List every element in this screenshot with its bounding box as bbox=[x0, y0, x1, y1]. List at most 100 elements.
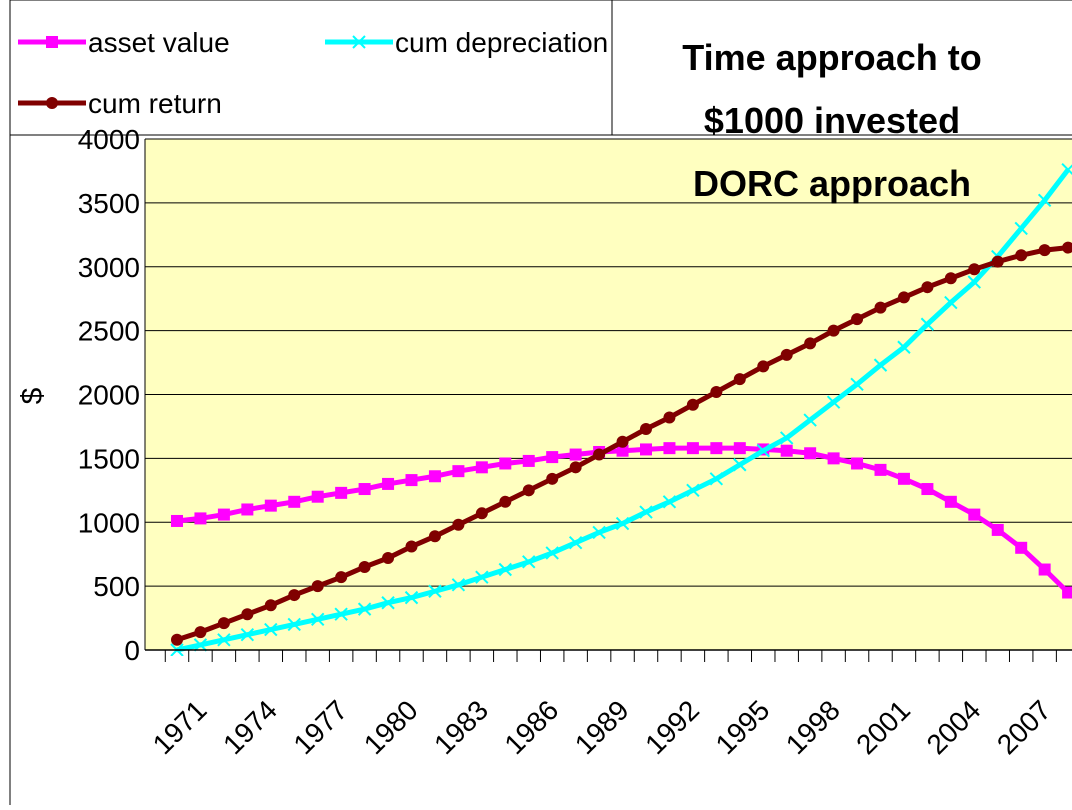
marker bbox=[803, 413, 817, 427]
marker bbox=[217, 617, 230, 630]
marker bbox=[335, 571, 348, 584]
x-tick-label: 1983 bbox=[428, 694, 494, 760]
marker bbox=[522, 484, 535, 497]
marker bbox=[405, 474, 418, 487]
marker bbox=[568, 535, 583, 550]
marker bbox=[710, 385, 723, 398]
marker bbox=[968, 508, 981, 521]
legend-label: asset value bbox=[88, 27, 230, 58]
marker bbox=[686, 398, 699, 411]
marker bbox=[46, 97, 58, 109]
marker bbox=[921, 281, 934, 294]
marker bbox=[733, 373, 746, 386]
marker bbox=[1038, 244, 1051, 257]
marker bbox=[944, 272, 957, 285]
marker bbox=[663, 411, 676, 424]
marker bbox=[546, 472, 559, 485]
x-tick-label: 1980 bbox=[358, 694, 424, 760]
marker bbox=[826, 395, 841, 409]
marker bbox=[710, 442, 723, 455]
y-tick-label: 4000 bbox=[78, 124, 140, 155]
marker bbox=[639, 505, 653, 519]
marker bbox=[616, 444, 629, 457]
marker bbox=[593, 448, 606, 461]
marker bbox=[1014, 221, 1028, 236]
chart-title: $1000 invested bbox=[704, 100, 960, 141]
grid bbox=[144, 138, 1072, 651]
marker bbox=[780, 348, 793, 361]
marker bbox=[335, 486, 348, 499]
marker bbox=[850, 377, 864, 391]
marker bbox=[193, 638, 208, 652]
marker bbox=[310, 612, 325, 627]
marker bbox=[475, 461, 488, 474]
x-tick-label: 1986 bbox=[498, 694, 564, 760]
marker bbox=[616, 435, 629, 448]
marker bbox=[358, 560, 371, 573]
marker bbox=[428, 584, 442, 598]
x-tick-label: 1989 bbox=[569, 694, 635, 760]
marker bbox=[287, 617, 301, 632]
y-tick-label: 1500 bbox=[78, 443, 140, 474]
marker bbox=[827, 324, 840, 337]
marker bbox=[756, 444, 770, 458]
marker bbox=[404, 590, 419, 605]
marker bbox=[592, 525, 606, 540]
marker bbox=[897, 472, 910, 485]
marker bbox=[241, 608, 254, 621]
marker bbox=[1038, 563, 1051, 576]
x-tick-label: 1992 bbox=[639, 694, 705, 760]
marker bbox=[991, 523, 1004, 536]
marker bbox=[546, 451, 559, 464]
marker bbox=[522, 454, 535, 467]
marker bbox=[991, 255, 1004, 268]
marker bbox=[804, 337, 817, 350]
marker bbox=[874, 301, 887, 314]
marker bbox=[288, 589, 301, 602]
marker bbox=[686, 442, 699, 455]
x-tick-label: 1998 bbox=[780, 694, 846, 760]
y-tick-label: 0 bbox=[124, 635, 140, 666]
legend-box bbox=[9, 0, 613, 136]
x-tick-label: 2004 bbox=[921, 694, 987, 760]
marker bbox=[452, 465, 465, 478]
marker bbox=[522, 555, 536, 569]
marker bbox=[944, 295, 958, 310]
marker bbox=[827, 452, 840, 465]
marker bbox=[686, 483, 700, 498]
marker bbox=[1062, 241, 1072, 254]
y-tick-label: 1000 bbox=[78, 507, 140, 538]
y-axis-label: $ bbox=[16, 387, 49, 404]
marker bbox=[779, 431, 794, 445]
marker bbox=[46, 36, 58, 48]
marker bbox=[382, 477, 395, 490]
x-tick-label: 1977 bbox=[287, 694, 353, 760]
x-tick-label: 1974 bbox=[217, 694, 283, 760]
marker bbox=[663, 442, 676, 455]
y-tick-label: 3500 bbox=[78, 188, 140, 219]
marker bbox=[334, 607, 348, 621]
marker bbox=[264, 622, 278, 637]
marker bbox=[874, 463, 887, 476]
marker bbox=[662, 495, 677, 509]
marker bbox=[217, 633, 231, 647]
marker bbox=[452, 518, 465, 531]
marker bbox=[968, 263, 981, 276]
x-tick-label: 2001 bbox=[850, 694, 916, 760]
x-tick-label: 2007 bbox=[991, 694, 1057, 760]
marker bbox=[357, 602, 372, 616]
y-tick-label: 500 bbox=[93, 571, 140, 602]
marker bbox=[1015, 249, 1028, 262]
marker bbox=[897, 291, 910, 304]
marker bbox=[569, 461, 582, 474]
marker bbox=[851, 457, 864, 470]
marker bbox=[615, 516, 630, 531]
y-tick-label: 3000 bbox=[78, 252, 140, 283]
marker bbox=[451, 578, 466, 592]
series-layer bbox=[170, 162, 1072, 656]
marker bbox=[920, 317, 935, 331]
marker bbox=[804, 447, 817, 460]
marker bbox=[733, 458, 747, 472]
marker bbox=[569, 448, 582, 461]
